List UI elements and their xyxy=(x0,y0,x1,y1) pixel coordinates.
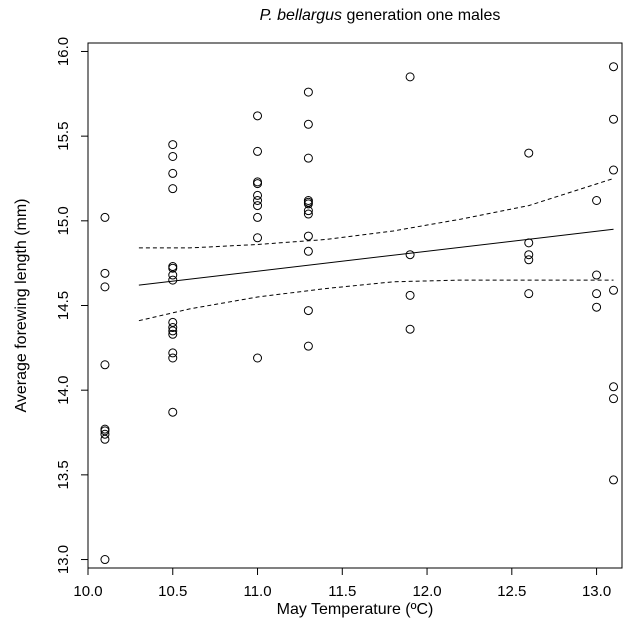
chart-title-rest: generation one males xyxy=(342,7,500,24)
data-point xyxy=(168,168,178,178)
data-point xyxy=(405,290,415,300)
x-tick-label: 10.5 xyxy=(158,583,187,600)
data-point xyxy=(303,87,313,97)
data-point xyxy=(524,250,534,260)
data-point xyxy=(609,114,619,124)
plot-frame xyxy=(87,42,623,569)
confidence-bands xyxy=(138,178,614,322)
chart-title-italic: P. bellargus xyxy=(260,7,342,24)
regression-fit xyxy=(138,228,614,286)
data-point xyxy=(524,289,534,299)
chart-title: P. bellargus generation one males xyxy=(260,7,501,24)
x-tick-label: 11.5 xyxy=(328,583,356,600)
data-point xyxy=(253,212,263,222)
y-tick-label: 14.0 xyxy=(55,376,72,405)
x-tick-label: 10.0 xyxy=(73,583,102,600)
y-tick-label: 14.5 xyxy=(55,291,72,320)
data-point xyxy=(592,270,602,280)
data-point xyxy=(253,201,263,211)
y-tick-label: 15.5 xyxy=(55,122,72,151)
x-axis-label: May Temperature (ºC) xyxy=(277,601,434,618)
data-point xyxy=(303,209,313,219)
data-point xyxy=(303,306,313,316)
data-point xyxy=(253,196,263,205)
data-point xyxy=(303,231,313,241)
y-tick-label: 13.5 xyxy=(55,460,72,489)
data-point xyxy=(609,62,619,72)
data-point xyxy=(100,268,110,278)
data-point xyxy=(253,146,263,156)
data-point xyxy=(609,394,619,404)
data-point xyxy=(609,165,619,175)
data-point xyxy=(168,275,178,285)
data-point xyxy=(253,190,263,200)
data-point xyxy=(253,111,263,121)
data-point xyxy=(303,341,313,351)
data-point xyxy=(253,233,263,243)
data-point xyxy=(609,285,619,295)
x-tick-label: 12.0 xyxy=(412,583,441,600)
data-point xyxy=(405,250,415,260)
data-point xyxy=(524,148,534,158)
x-tick-label: 13.0 xyxy=(582,583,611,600)
data-point xyxy=(253,179,263,189)
x-axis: 10.0 10.5 11.0 11.5 12.0 12.5 13.0 xyxy=(73,568,611,600)
data-points xyxy=(100,62,619,565)
data-point xyxy=(168,184,178,194)
data-point xyxy=(100,429,110,439)
y-axis: 13.0 13.5 14.0 14.5 15.0 15.5 16.0 xyxy=(55,37,88,574)
data-point xyxy=(405,72,415,82)
data-point xyxy=(609,475,619,485)
y-tick-label: 15.0 xyxy=(55,206,72,235)
x-tick-label: 12.5 xyxy=(497,583,526,600)
data-point xyxy=(168,407,178,417)
fit-line xyxy=(138,228,614,286)
data-point xyxy=(168,329,178,339)
data-point xyxy=(168,323,178,333)
data-point xyxy=(168,270,178,280)
data-point xyxy=(609,382,619,392)
data-point xyxy=(168,353,178,363)
data-point xyxy=(405,324,415,334)
data-point xyxy=(592,302,602,312)
data-point xyxy=(168,348,178,358)
data-point xyxy=(524,238,534,248)
data-point xyxy=(592,196,602,205)
data-point xyxy=(592,289,602,299)
data-point xyxy=(100,282,110,292)
data-point xyxy=(303,246,313,256)
y-tick-label: 13.0 xyxy=(55,545,72,574)
data-point xyxy=(303,206,313,216)
data-point xyxy=(524,255,534,265)
x-tick-label: 11.0 xyxy=(243,583,271,600)
data-point xyxy=(168,151,178,161)
data-point xyxy=(303,153,313,163)
data-point xyxy=(168,263,178,273)
data-point xyxy=(303,119,313,129)
data-point xyxy=(168,326,178,336)
data-point xyxy=(100,434,110,444)
data-point xyxy=(168,140,178,150)
data-point xyxy=(100,360,110,370)
data-point xyxy=(253,353,263,363)
data-point xyxy=(100,555,110,565)
ci-upper-line xyxy=(138,178,614,249)
ci-lower-line xyxy=(138,279,614,322)
data-point xyxy=(100,212,110,222)
data-point xyxy=(303,199,313,209)
y-axis-label: Average forewing length (mm) xyxy=(13,198,30,412)
y-tick-label: 16.0 xyxy=(55,37,72,66)
